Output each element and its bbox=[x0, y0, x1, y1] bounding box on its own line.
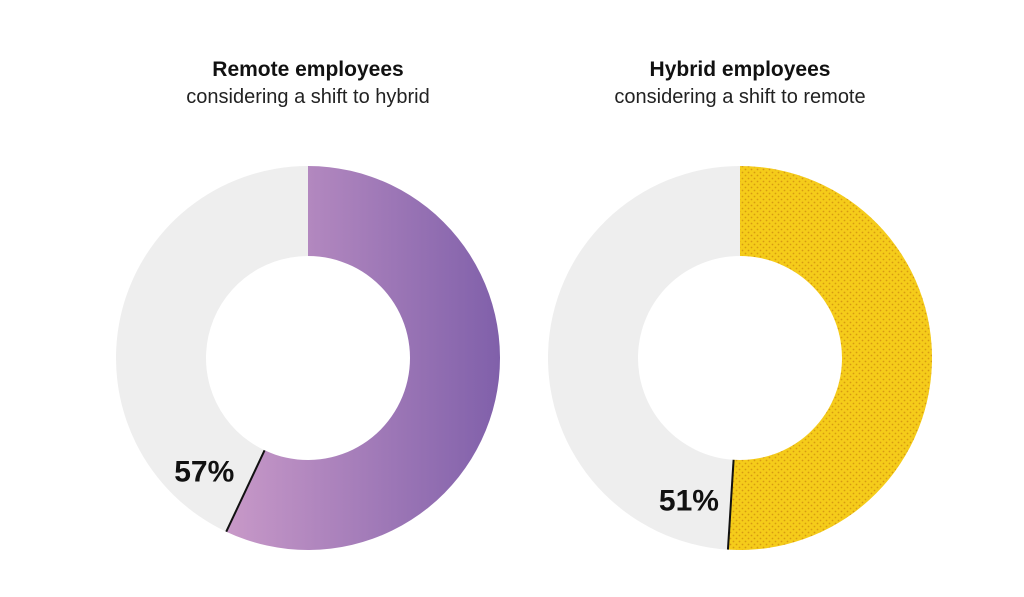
hybrid-highlight-slice bbox=[727, 166, 932, 550]
hybrid-remainder-slice bbox=[547, 166, 740, 550]
hybrid-leader-line bbox=[726, 459, 735, 550]
chart-remote-subtitle: considering a shift to hybrid bbox=[186, 86, 429, 108]
chart-remote-title: Remote employees bbox=[212, 58, 403, 81]
remote-leader-line bbox=[225, 449, 266, 533]
remote-percentage-label: 57% bbox=[174, 456, 234, 489]
chart-hybrid: Hybrid employees considering a shift to … bbox=[547, 58, 932, 550]
hybrid-percentage-label: 51% bbox=[659, 485, 719, 518]
chart-hybrid-title: Hybrid employees bbox=[650, 58, 831, 81]
remote-remainder-slice bbox=[115, 166, 308, 532]
chart-hybrid-subtitle: considering a shift to remote bbox=[614, 86, 865, 108]
chart-remote: Remote employees considering a shift to … bbox=[115, 58, 501, 550]
remote-highlight-slice bbox=[226, 166, 501, 550]
